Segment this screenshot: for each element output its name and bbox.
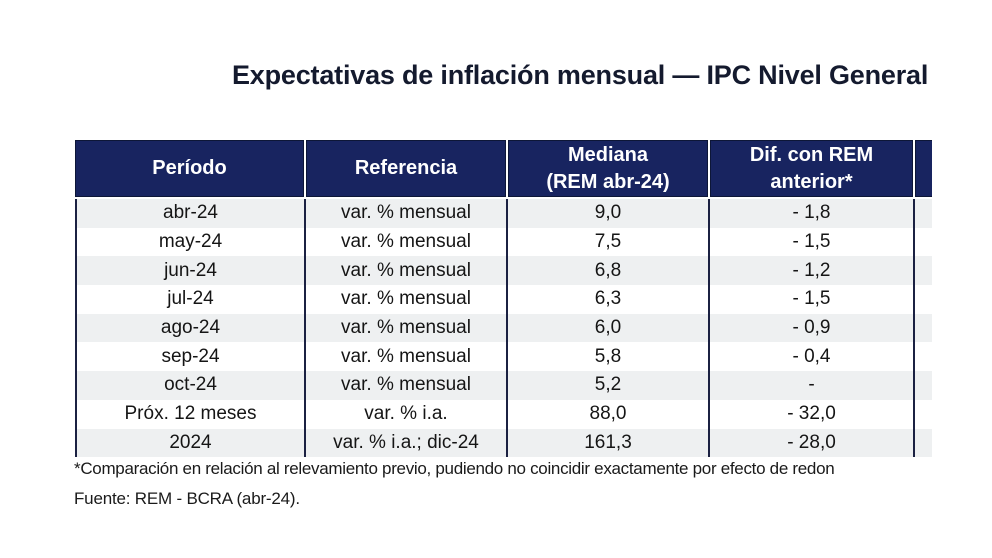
- comparison-footnote: *Comparación en relación al relevamiento…: [74, 459, 835, 478]
- header-periodo: Período: [75, 140, 304, 197]
- expectations-table: Período Referencia Mediana (REM abr-24) …: [75, 140, 932, 458]
- cell-dif: - 0,4: [710, 342, 915, 372]
- cell-referencia: var. % mensual: [306, 256, 508, 286]
- cell-referencia: var. % mensual: [306, 342, 508, 372]
- cell-mediana: 5,2: [508, 371, 710, 400]
- cell-partial: [915, 314, 932, 343]
- header-periodo-line1: Período: [152, 157, 227, 180]
- cell-partial: [915, 429, 932, 458]
- table-row: 2024 var. % i.a.; dic-24 161,3 - 28,0: [75, 428, 932, 458]
- cell-dif: - 1,8: [710, 199, 915, 228]
- cell-referencia: var. % mensual: [306, 371, 508, 400]
- table-body: abr-24 var. % mensual 9,0 - 1,8 may-24 v…: [75, 199, 932, 458]
- header-mediana-line1: Mediana: [567, 144, 649, 167]
- cell-periodo: ago-24: [75, 313, 306, 343]
- table-row: oct-24 var. % mensual 5,2 -: [75, 371, 932, 400]
- cell-mediana: 9,0: [508, 199, 710, 228]
- cell-dif: - 0,9: [710, 313, 915, 343]
- cell-partial: [915, 256, 932, 285]
- cell-partial: [915, 371, 932, 400]
- header-partial-column: [915, 140, 932, 197]
- header-mediana-line2: (REM abr-24): [546, 170, 670, 193]
- header-dif-rem-line2: anterior*: [770, 170, 853, 193]
- cell-dif: - 32,0: [710, 399, 915, 429]
- cell-dif: -: [710, 371, 915, 400]
- page-title: Expectativas de inflación mensual — IPC …: [232, 60, 929, 90]
- cell-periodo: Próx. 12 meses: [75, 399, 306, 429]
- cell-dif: - 1,5: [710, 285, 915, 314]
- header-dif-rem: Dif. con REM anterior*: [710, 140, 913, 197]
- cell-dif: - 1,2: [710, 256, 915, 286]
- cell-referencia: var. % mensual: [306, 313, 508, 343]
- table-header-row: Período Referencia Mediana (REM abr-24) …: [75, 140, 932, 197]
- cell-dif: - 28,0: [710, 428, 915, 458]
- cell-periodo: abr-24: [75, 199, 306, 228]
- cell-periodo: may-24: [75, 227, 306, 257]
- cell-periodo: jun-24: [75, 256, 306, 286]
- table-row: ago-24 var. % mensual 6,0 - 0,9: [75, 313, 932, 343]
- header-referencia: Referencia: [306, 140, 506, 197]
- table-row: jun-24 var. % mensual 6,8 - 1,2: [75, 256, 932, 286]
- table-row: may-24 var. % mensual 7,5 - 1,5: [75, 227, 932, 257]
- cell-periodo: 2024: [75, 428, 306, 458]
- cell-partial: [915, 285, 932, 314]
- cell-mediana: 6,8: [508, 256, 710, 286]
- cell-periodo: oct-24: [75, 371, 306, 400]
- table-row: sep-24 var. % mensual 5,8 - 0,4: [75, 342, 932, 372]
- cell-mediana: 5,8: [508, 342, 710, 372]
- cell-mediana: 88,0: [508, 399, 710, 429]
- cell-referencia: var. % mensual: [306, 285, 508, 314]
- cell-periodo: sep-24: [75, 342, 306, 372]
- header-referencia-line1: Referencia: [354, 157, 458, 180]
- cell-partial: [915, 228, 932, 257]
- table-row: jul-24 var. % mensual 6,3 - 1,5: [75, 285, 932, 314]
- header-dif-rem-line1: Dif. con REM: [749, 144, 874, 167]
- cell-mediana: 6,3: [508, 285, 710, 314]
- cell-referencia: var. % mensual: [306, 199, 508, 228]
- cell-mediana: 7,5: [508, 227, 710, 257]
- cell-partial: [915, 199, 932, 228]
- cell-partial: [915, 342, 932, 371]
- cell-mediana: 161,3: [508, 428, 710, 458]
- header-mediana: Mediana (REM abr-24): [508, 140, 708, 197]
- cell-referencia: var. % i.a.; dic-24: [306, 428, 508, 458]
- table-row: abr-24 var. % mensual 9,0 - 1,8: [75, 199, 932, 228]
- cell-partial: [915, 400, 932, 429]
- source-note: Fuente: REM - BCRA (abr-24).: [74, 489, 300, 508]
- cell-dif: - 1,5: [710, 227, 915, 257]
- cell-periodo: jul-24: [75, 285, 306, 314]
- cell-referencia: var. % mensual: [306, 227, 508, 257]
- cell-mediana: 6,0: [508, 313, 710, 343]
- table-row: Próx. 12 meses var. % i.a. 88,0 - 32,0: [75, 399, 932, 429]
- cell-referencia: var. % i.a.: [306, 399, 508, 429]
